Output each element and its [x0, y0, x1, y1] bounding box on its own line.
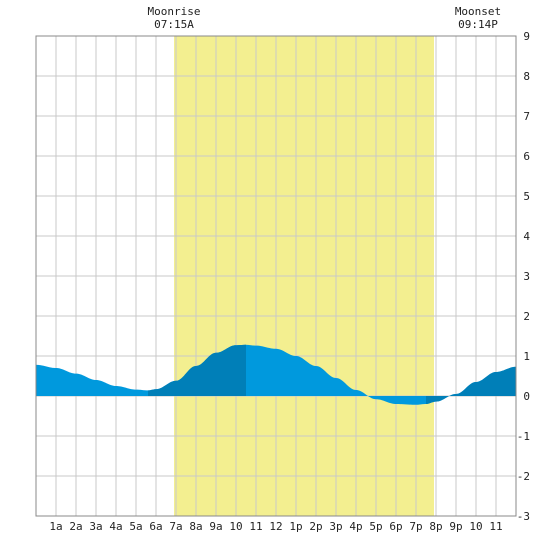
x-tick-label: 2p — [309, 520, 322, 533]
x-tick-label: 4a — [109, 520, 122, 533]
x-tick-label: 9a — [209, 520, 222, 533]
x-tick-label: 10 — [229, 520, 242, 533]
x-tick-label: 12 — [269, 520, 282, 533]
moonset-label: Moonset — [455, 5, 501, 18]
x-tick-label: 7a — [169, 520, 182, 533]
x-tick-label: 3a — [89, 520, 102, 533]
plot-border — [35, 35, 517, 517]
y-tick-label: 6 — [523, 150, 530, 163]
x-tick-label: 1p — [289, 520, 302, 533]
y-tick-label: -2 — [517, 470, 530, 483]
x-tick-label: 10 — [469, 520, 482, 533]
x-tick-label: 11 — [249, 520, 262, 533]
x-tick-label: 3p — [329, 520, 342, 533]
y-tick-label: 9 — [523, 30, 530, 43]
x-tick-label: 6p — [389, 520, 402, 533]
x-tick-label: 5a — [129, 520, 142, 533]
y-tick-label: 1 — [523, 350, 530, 363]
x-tick-label: 4p — [349, 520, 362, 533]
y-tick-label: 2 — [523, 310, 530, 323]
y-tick-label: 8 — [523, 70, 530, 83]
y-tick-label: 3 — [523, 270, 530, 283]
x-tick-label: 9p — [449, 520, 462, 533]
x-tick-label: 8p — [429, 520, 442, 533]
x-tick-label: 1a — [49, 520, 62, 533]
grid-layer — [36, 36, 516, 516]
moonrise-time: 07:15A — [154, 18, 194, 31]
y-tick-labels: 9 8 7 6 5 4 3 2 1 0 -1 -2 -3 — [517, 30, 531, 523]
y-tick-label: 7 — [523, 110, 530, 123]
x-tick-label: 6a — [149, 520, 162, 533]
x-tick-label: 2a — [69, 520, 82, 533]
rising-tide-segment — [148, 344, 246, 396]
y-tick-label: 0 — [523, 390, 530, 403]
y-tick-label: -1 — [517, 430, 530, 443]
y-tick-label: 4 — [523, 230, 530, 243]
x-tick-label: 8a — [189, 520, 202, 533]
moonrise-label: Moonrise — [148, 5, 201, 18]
rising-tide-segment — [426, 366, 516, 404]
y-tick-label: -3 — [517, 510, 530, 523]
x-tick-labels: 1a 2a 3a 4a 5a 6a 7a 8a 9a 10 11 12 1p 2p 3p 4p 5p 6p 7p 8p… — [49, 520, 502, 533]
tide-layer — [36, 344, 516, 405]
x-tick-label: 7p — [409, 520, 422, 533]
x-tick-label: 11 — [489, 520, 502, 533]
moonset-time: 09:14P — [458, 18, 498, 31]
x-tick-label: 5p — [369, 520, 382, 533]
y-tick-label: 5 — [523, 190, 530, 203]
